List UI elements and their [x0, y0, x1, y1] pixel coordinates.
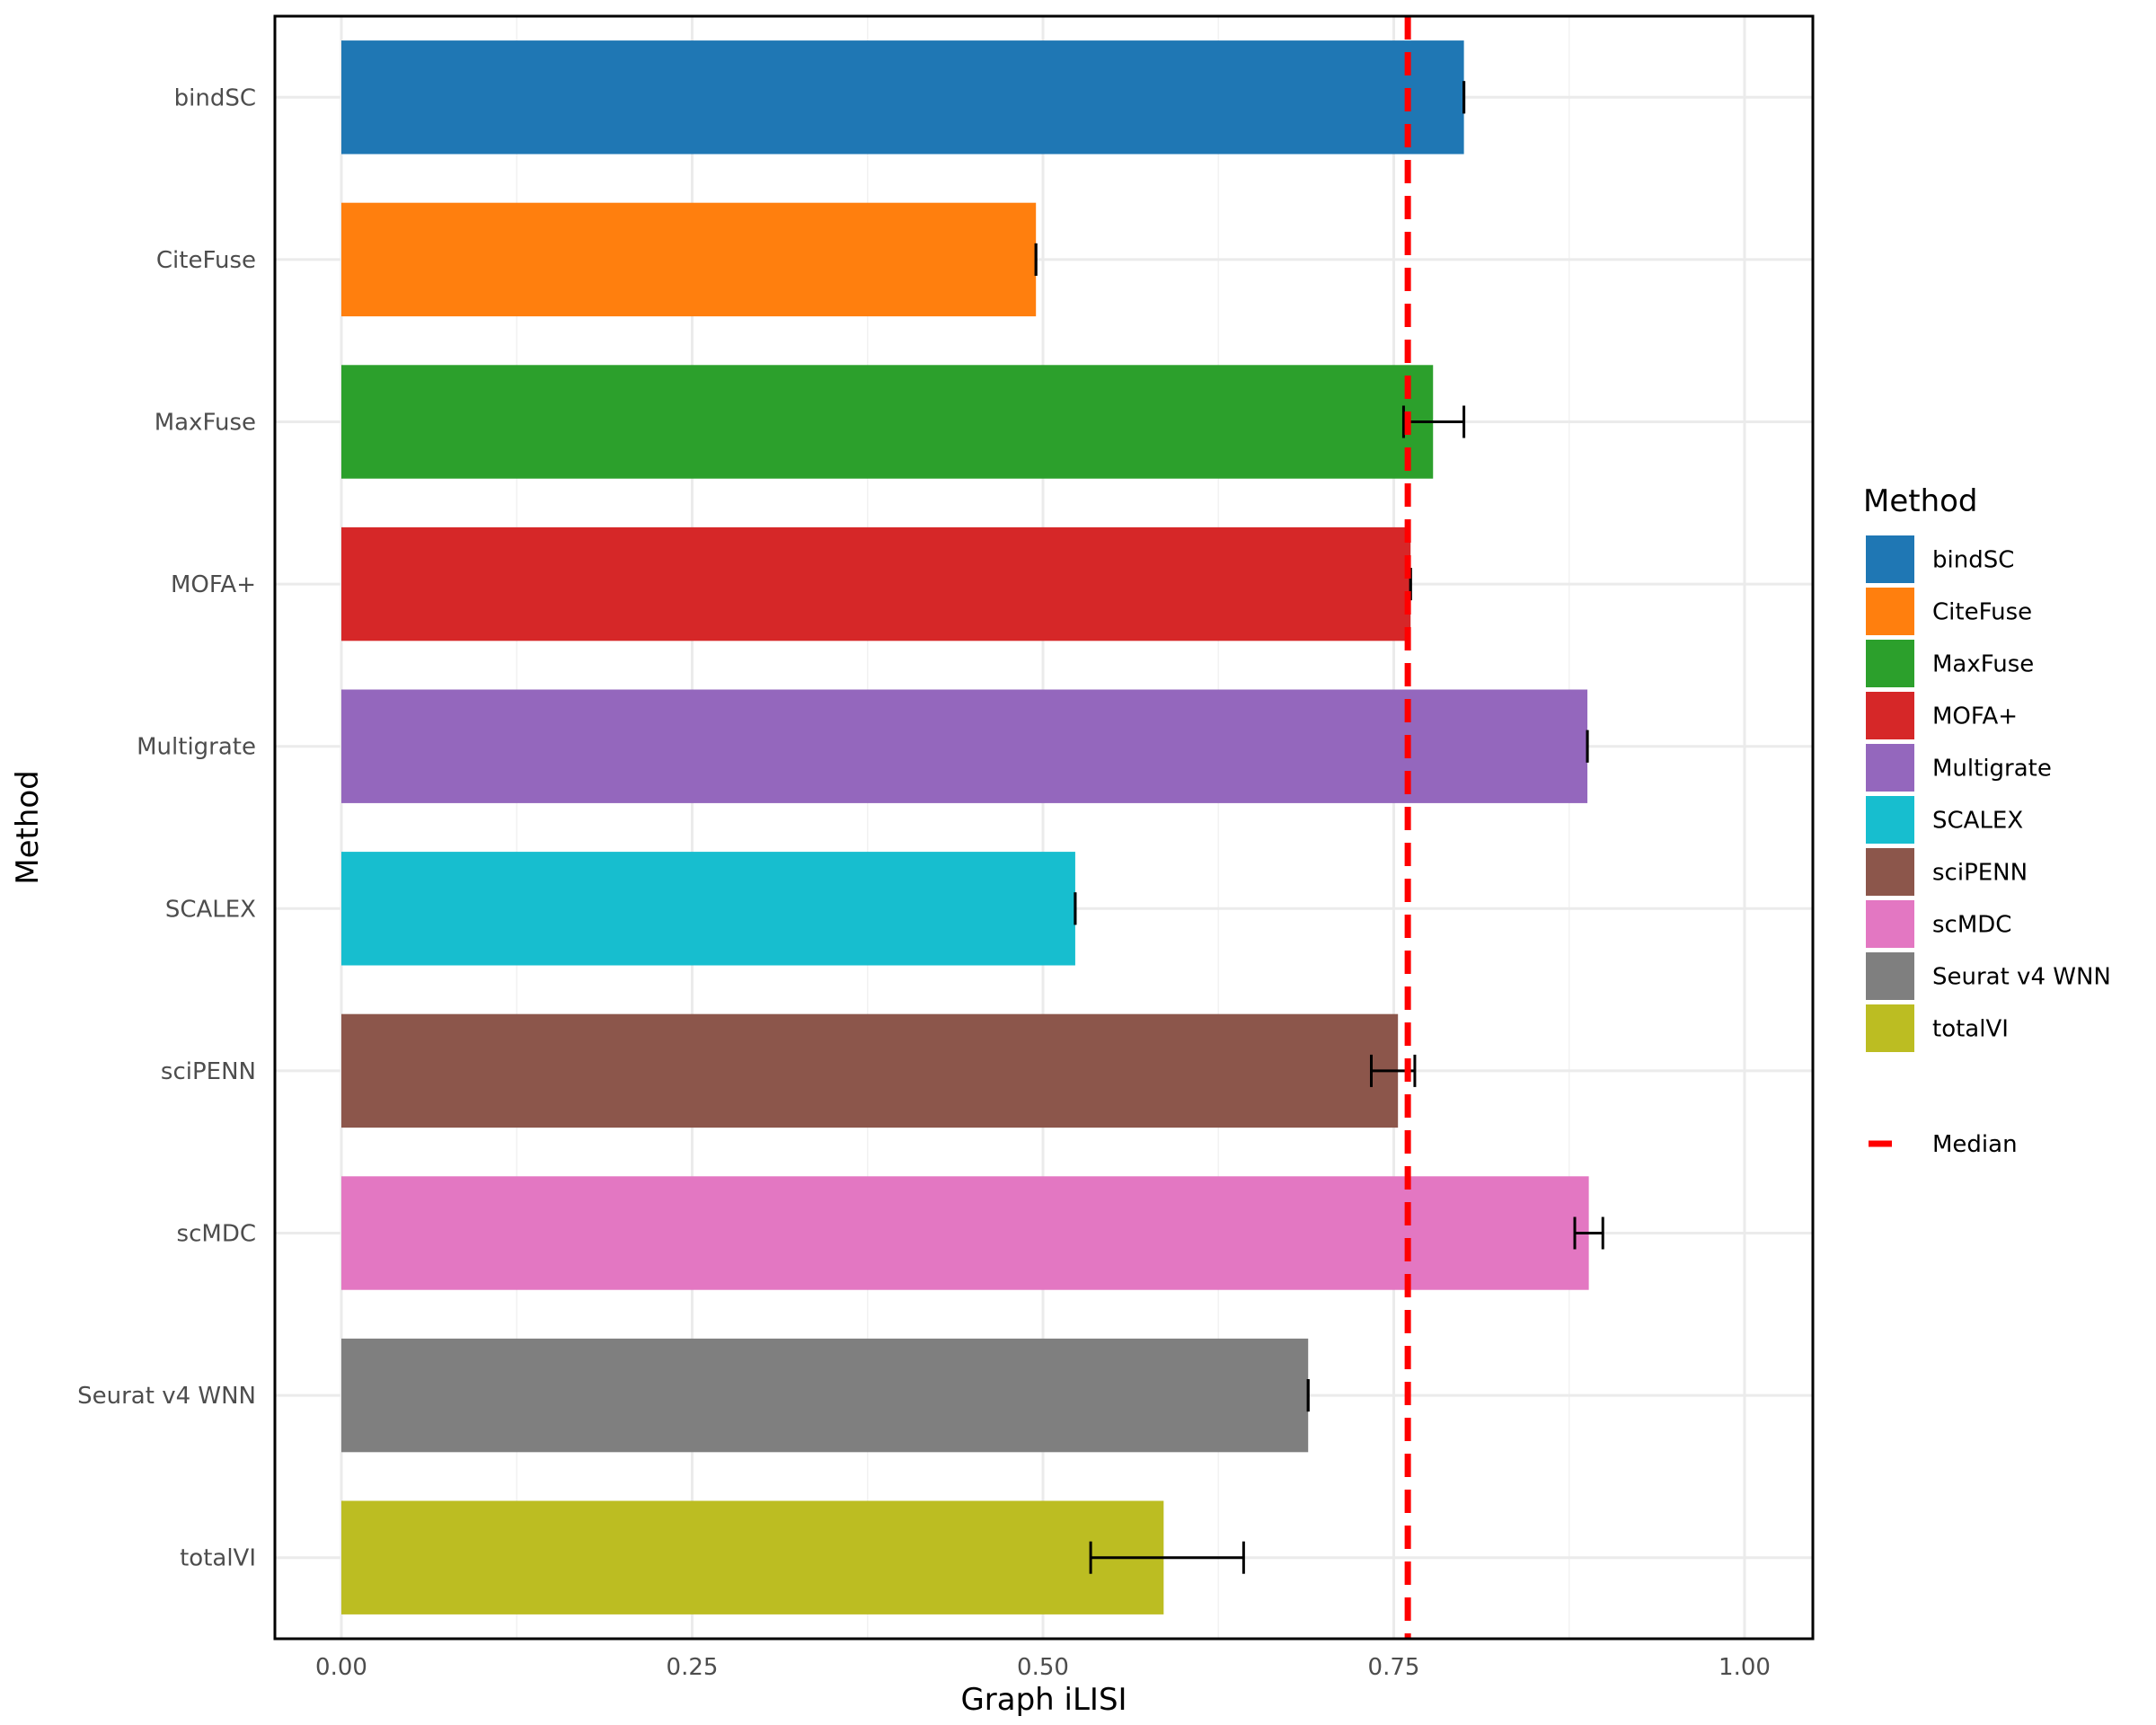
x-axis-title: Graph iLISI	[960, 1682, 1127, 1718]
bar-seurat-v4-wnn	[341, 1338, 1309, 1453]
panel-border	[273, 14, 1815, 1641]
y-tick-label: SCALEX	[165, 896, 256, 923]
x-tick-label: 0.50	[1017, 1654, 1069, 1681]
legend-label: bindSC	[1932, 547, 2014, 574]
y-tick-label: Multigrate	[137, 734, 256, 761]
legend-label: totalVI	[1932, 1016, 2009, 1043]
bars	[341, 40, 1589, 1614]
legend-label: sciPENN	[1932, 860, 2028, 887]
bar-scmdc	[341, 1176, 1589, 1290]
legend-key	[1866, 796, 1914, 844]
legend-key	[1866, 1004, 1914, 1052]
x-tick-label: 1.00	[1719, 1654, 1771, 1681]
bar-scipenn	[341, 1013, 1399, 1128]
y-tick-label: totalVI	[180, 1545, 256, 1572]
legend-key	[1866, 640, 1914, 687]
bar-mofa-	[341, 526, 1411, 641]
legend-key	[1866, 588, 1914, 635]
x-tick-labels: 0.00 0.25 0.50 0.75 1.00	[315, 1654, 1771, 1681]
y-tick-label: MOFA+	[171, 571, 256, 598]
legend-label: Seurat v4 WNN	[1932, 964, 2111, 991]
legend-label: Multigrate	[1932, 756, 2052, 783]
y-tick-labels: bindSC CiteFuse MaxFuse MOFA+ Multigrate SCAL…	[77, 84, 256, 1571]
bar-multigrate	[341, 689, 1588, 803]
y-tick-label: MaxFuse	[155, 410, 256, 437]
y-tick-label: bindSC	[174, 84, 256, 111]
x-tick-label: 0.00	[315, 1654, 367, 1681]
legend-label: MaxFuse	[1932, 651, 2034, 678]
legend-key	[1866, 848, 1914, 896]
bar-bindsc	[341, 40, 1464, 155]
error-bars	[1034, 81, 1604, 1574]
y-tick-label: scMDC	[177, 1221, 256, 1248]
legend-label: scMDC	[1932, 912, 2011, 939]
legend-label: CiteFuse	[1932, 599, 2032, 626]
x-tick-label: 0.25	[667, 1654, 719, 1681]
legend: Method bindSC CiteFuse MaxFuse MOFA+ Multigr…	[1863, 483, 2111, 1158]
legend-median-label: Median	[1932, 1131, 2018, 1158]
legend-label: SCALEX	[1932, 808, 2023, 835]
y-tick-label: Seurat v4 WNN	[77, 1383, 256, 1410]
legend-key	[1866, 952, 1914, 1000]
bar-scalex	[341, 852, 1075, 966]
y-tick-label: CiteFuse	[156, 247, 256, 274]
x-tick-label: 0.75	[1368, 1654, 1420, 1681]
y-tick-label: sciPENN	[161, 1058, 256, 1085]
y-axis-title: Method	[10, 770, 46, 885]
bar-maxfuse	[341, 365, 1434, 479]
legend-label: MOFA+	[1932, 703, 2018, 730]
bar-totalvi	[341, 1500, 1164, 1614]
legend-key	[1866, 692, 1914, 739]
legend-key	[1866, 535, 1914, 583]
bar-citefuse	[341, 202, 1037, 317]
legend-key	[1866, 744, 1914, 792]
legend-title: Method	[1863, 483, 1978, 519]
legend-key	[1866, 900, 1914, 948]
